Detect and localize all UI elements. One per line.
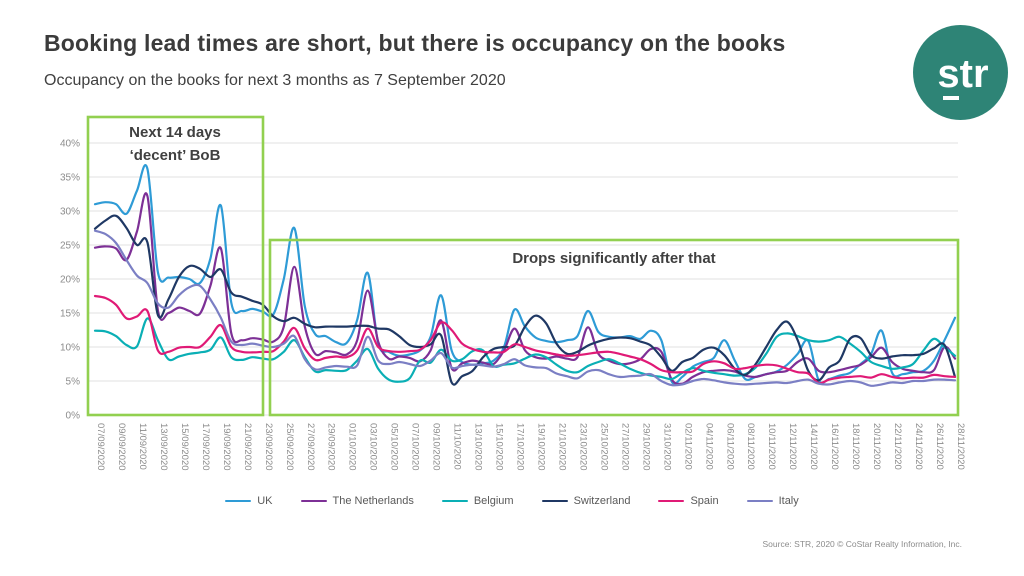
legend-label: Switzerland (573, 495, 631, 507)
x-tick-label: 09/09/2020 (116, 423, 127, 471)
x-tick-label: 10/11/2020 (766, 423, 777, 470)
series-lines (93, 164, 957, 387)
legend-label: Belgium (473, 495, 514, 507)
annotation-text-line2: ‘decent’ BoB (130, 147, 221, 164)
annotations: Next 14 days ‘decent’ BoB Drops significan… (86, 115, 960, 417)
annotation-text-drops: Drops significantly after that (512, 250, 715, 267)
x-tick-label: 04/11/2020 (703, 423, 714, 470)
y-tick-label: 0% (66, 411, 81, 422)
x-tick-label: 15/09/2020 (179, 423, 190, 471)
x-tick-label: 11/10/2020 (452, 423, 463, 470)
x-tick-label: 14/11/2020 (808, 423, 819, 470)
series-line-uk (93, 164, 957, 385)
x-tick-label: 29/10/2020 (640, 423, 651, 471)
x-tick-label: 12/11/2020 (787, 423, 798, 470)
x-tick-label: 13/09/2020 (158, 423, 169, 471)
str-logo-text: str (937, 51, 989, 96)
x-tick-label: 17/10/2020 (515, 423, 526, 471)
legend-item-italy: Italy (746, 495, 799, 507)
legend-swatch (441, 499, 468, 503)
x-tick-label: 24/11/2020 (913, 423, 924, 470)
y-tick-label: 15% (60, 309, 80, 320)
legend-item-spain: Spain (658, 495, 719, 507)
legend-swatch (300, 499, 327, 503)
x-tick-label: 23/10/2020 (577, 423, 588, 471)
x-tick-label: 15/10/2020 (494, 423, 505, 471)
x-tick-label: 17/09/2020 (200, 423, 211, 471)
legend-item-the-netherlands: The Netherlands (300, 495, 414, 507)
annotation-text-line1: Next 14 days (129, 124, 221, 141)
page-title: Booking lead times are short, but there … (44, 30, 786, 56)
legend-item-switzerland: Switzerland (541, 495, 631, 507)
x-tick-label: 19/09/2020 (221, 423, 232, 471)
x-tick-label: 07/10/2020 (410, 423, 421, 471)
y-axis-labels: 0% 5% 10% 15% 20% 25% 30% 35% 40% (60, 139, 80, 422)
legend-item-uk: UK (225, 495, 273, 507)
series-line-spain (93, 294, 957, 385)
x-tick-label: 19/10/2020 (535, 423, 546, 471)
x-tick-label: 23/09/2020 (263, 423, 274, 471)
x-tick-label: 02/11/2020 (682, 423, 693, 470)
y-tick-label: 10% (60, 343, 80, 354)
str-logo: str (913, 25, 1008, 120)
x-tick-label: 27/10/2020 (619, 423, 630, 471)
x-tick-label: 09/10/2020 (431, 423, 442, 471)
x-tick-label: 06/11/2020 (724, 423, 735, 470)
y-tick-label: 30% (60, 207, 80, 218)
annotation-box-next-14-days (86, 115, 265, 417)
x-tick-label: 29/09/2020 (326, 423, 337, 471)
x-tick-label: 25/10/2020 (598, 423, 609, 471)
y-tick-label: 25% (60, 241, 80, 252)
x-tick-label: 08/11/2020 (745, 423, 756, 470)
x-tick-label: 16/11/2020 (829, 423, 840, 470)
legend-swatch (541, 499, 568, 503)
x-tick-label: 26/11/2020 (934, 423, 945, 470)
gridlines (88, 142, 958, 416)
x-tick-label: 21/09/2020 (242, 423, 253, 471)
legend-swatch (658, 499, 685, 503)
y-tick-label: 40% (60, 139, 80, 150)
legend-label: Spain (690, 495, 719, 507)
x-tick-label: 28/11/2020 (955, 423, 966, 470)
legend-label: The Netherlands (332, 495, 414, 507)
str-logo-underline-decoration (943, 96, 959, 100)
y-tick-label: 20% (60, 275, 80, 286)
x-tick-label: 21/10/2020 (556, 423, 567, 471)
x-tick-label: 18/11/2020 (850, 423, 861, 470)
annotation-box-drops-after (268, 238, 960, 417)
y-tick-label: 35% (60, 173, 80, 184)
x-tick-label: 13/10/2020 (473, 423, 484, 471)
x-tick-label: 11/09/2020 (137, 423, 148, 470)
x-axis-labels: 07/09/2020 09/09/2020 11/09/2020 13/09/2020… (95, 423, 966, 471)
x-tick-label: 03/10/2020 (368, 423, 379, 471)
legend-label: Italy (778, 495, 799, 507)
x-tick-label: 22/11/2020 (892, 423, 903, 470)
legend-item-belgium: Belgium (441, 495, 514, 507)
x-tick-label: 01/10/2020 (347, 423, 358, 471)
y-tick-label: 5% (66, 377, 81, 388)
x-tick-label: 07/09/2020 (95, 423, 106, 471)
source-attribution: Source: STR, 2020 © CoStar Realty Inform… (762, 539, 963, 549)
series-line-belgium (93, 317, 957, 383)
series-line-italy (93, 229, 957, 387)
x-tick-label: 05/10/2020 (389, 423, 400, 471)
legend-swatch (225, 499, 252, 503)
x-tick-label: 20/11/2020 (871, 423, 882, 470)
legend-label: UK (257, 495, 273, 507)
page-subtitle: Occupancy on the books for next 3 months… (44, 72, 506, 89)
x-tick-label: 27/09/2020 (305, 423, 316, 471)
x-tick-label: 31/10/2020 (661, 423, 672, 471)
chart-legend: UK The Netherlands Belgium Switzerland Spain… (0, 495, 1024, 507)
x-tick-label: 25/09/2020 (284, 423, 295, 471)
legend-swatch (746, 499, 773, 503)
